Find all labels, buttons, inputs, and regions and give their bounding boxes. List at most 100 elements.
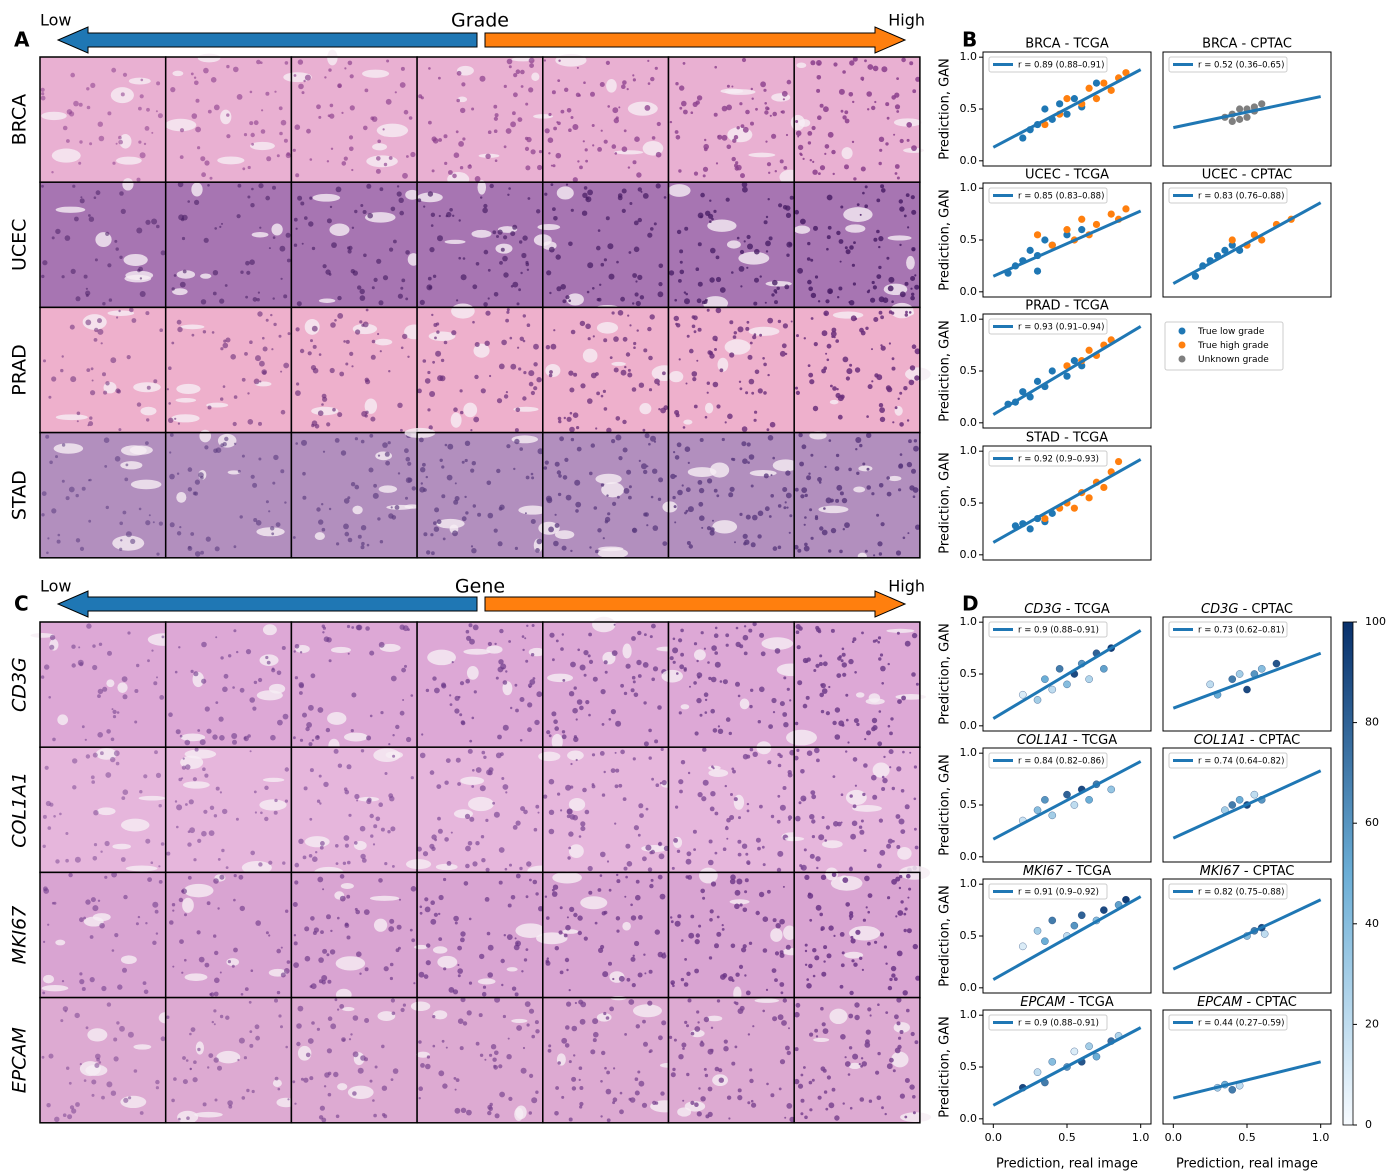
- tissue-nucleus: [698, 282, 703, 287]
- tissue-lumen: [688, 467, 717, 477]
- tissue-nucleus: [876, 514, 879, 517]
- tissue-nucleus: [273, 297, 275, 299]
- tissue-nucleus: [214, 951, 218, 955]
- tissue-nucleus: [680, 653, 684, 657]
- tissue-nucleus: [829, 1102, 835, 1108]
- tissue-nucleus: [903, 386, 907, 390]
- tissue-lumen: [536, 932, 567, 944]
- tissue-nucleus: [893, 134, 895, 136]
- tissue-nucleus: [823, 507, 826, 510]
- tissue-nucleus: [222, 809, 227, 814]
- tissue-nucleus: [814, 1029, 818, 1033]
- tissue-nucleus: [395, 505, 400, 510]
- tissue-nucleus: [648, 356, 653, 361]
- tissue-nucleus: [786, 945, 791, 950]
- tissue-nucleus: [650, 436, 656, 442]
- tissue-nucleus: [280, 1025, 283, 1028]
- tissue-nucleus: [257, 311, 262, 316]
- tissue-nucleus: [438, 1070, 444, 1076]
- tissue-nucleus: [677, 442, 682, 447]
- tissue-background: [40, 872, 166, 997]
- tissue-nucleus: [624, 867, 628, 871]
- tissue-nucleus: [189, 799, 194, 804]
- tissue-nucleus: [588, 337, 591, 340]
- tissue-nucleus: [806, 983, 812, 989]
- tissue-nucleus: [377, 140, 381, 144]
- tissue-nucleus: [692, 377, 696, 381]
- tissue-nucleus: [420, 912, 423, 915]
- tissue-nucleus: [762, 357, 765, 360]
- tissue-nucleus: [296, 382, 299, 385]
- tissue-nucleus: [572, 124, 578, 130]
- tissue-nucleus: [835, 466, 840, 471]
- tissue-nucleus: [214, 978, 220, 984]
- tissue-nucleus: [616, 416, 621, 421]
- tissue-nucleus: [300, 349, 304, 353]
- tissue-nucleus: [742, 58, 746, 62]
- tissue-lumen: [897, 847, 912, 860]
- tissue-nucleus: [816, 1035, 818, 1037]
- tissue-nucleus: [505, 791, 507, 793]
- tissue-nucleus: [659, 853, 665, 859]
- tissue-nucleus: [277, 720, 283, 726]
- y-tick-label: 0.5: [960, 102, 978, 115]
- tissue-nucleus: [161, 1036, 166, 1041]
- tissue-nucleus: [628, 166, 630, 168]
- tissue-nucleus: [155, 910, 159, 914]
- tissue-lumen: [749, 327, 780, 336]
- tissue-nucleus: [137, 402, 141, 406]
- tissue-nucleus: [338, 84, 342, 88]
- tissue-nucleus: [644, 972, 646, 974]
- tissue-nucleus: [888, 725, 891, 728]
- tissue-nucleus: [613, 1097, 618, 1102]
- tissue-nucleus: [123, 73, 127, 77]
- legend-text: r = 0.73 (0.62–0.81): [1198, 626, 1284, 636]
- tissue-lumen: [597, 322, 618, 334]
- tissue-nucleus: [860, 77, 864, 81]
- tissue-nucleus: [406, 737, 411, 742]
- tissue-nucleus: [238, 184, 242, 188]
- tissue-nucleus: [184, 959, 187, 962]
- tissue-nucleus: [878, 266, 881, 269]
- tissue-nucleus: [331, 148, 333, 150]
- tissue-lumen: [849, 926, 880, 941]
- tissue-nucleus: [194, 200, 199, 205]
- tissue-nucleus: [422, 463, 426, 467]
- tissue-nucleus: [363, 126, 368, 131]
- tissue-nucleus: [41, 88, 45, 92]
- tissue-nucleus: [156, 81, 160, 85]
- tissue-nucleus: [814, 342, 818, 346]
- tissue-nucleus: [50, 635, 55, 640]
- tissue-nucleus: [819, 662, 823, 666]
- tissue-nucleus: [180, 155, 184, 159]
- tissue-nucleus: [729, 352, 734, 357]
- tissue-nucleus: [432, 676, 436, 680]
- tissue-nucleus: [826, 248, 829, 251]
- tissue-nucleus: [839, 239, 844, 244]
- tissue-nucleus: [622, 420, 626, 424]
- tissue-nucleus: [840, 491, 844, 495]
- tissue-nucleus: [588, 654, 591, 657]
- tissue-nucleus: [529, 63, 534, 68]
- tissue-lumen: [683, 419, 692, 424]
- tissue-nucleus: [649, 388, 652, 391]
- tissue-nucleus: [398, 294, 403, 299]
- tissue-nucleus: [513, 73, 517, 77]
- tissue-nucleus: [392, 865, 395, 868]
- tissue-nucleus: [69, 111, 74, 116]
- tissue-nucleus: [404, 665, 407, 668]
- tissue-nucleus: [637, 275, 642, 280]
- tissue-nucleus: [385, 452, 390, 457]
- tissue-nucleus: [565, 295, 569, 299]
- tissue-nucleus: [145, 311, 149, 315]
- tissue-nucleus: [144, 143, 146, 145]
- tissue-nucleus: [859, 1063, 861, 1065]
- tissue-nucleus: [764, 220, 768, 224]
- tissue-nucleus: [88, 421, 93, 426]
- tissue-nucleus: [906, 874, 911, 879]
- tissue-nucleus: [172, 903, 175, 906]
- tissue-nucleus: [599, 284, 601, 286]
- tissue-nucleus: [745, 327, 749, 331]
- tissue-nucleus: [214, 1057, 219, 1062]
- tissue-nucleus: [279, 335, 282, 338]
